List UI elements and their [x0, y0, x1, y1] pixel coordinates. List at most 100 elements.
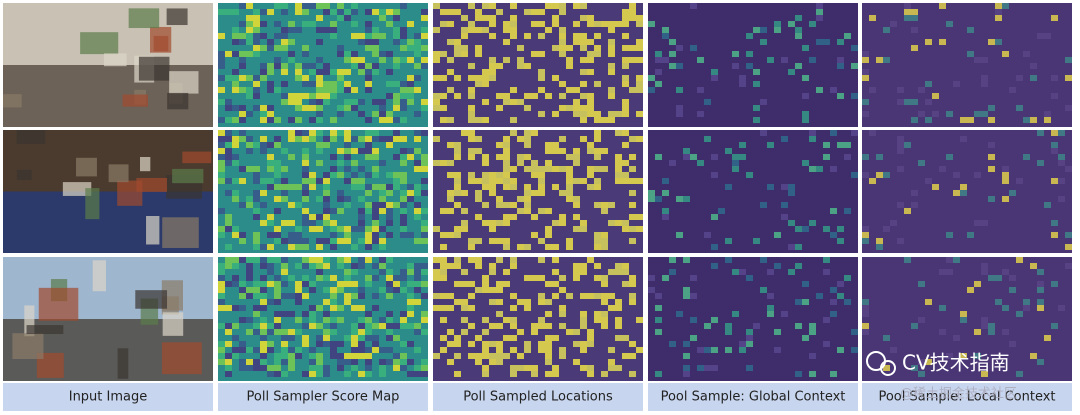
- map-patch: [601, 208, 608, 214]
- map-patch: [225, 353, 232, 359]
- map-patch: [337, 359, 344, 365]
- map-patch: [400, 323, 407, 329]
- map-patch: [274, 329, 281, 335]
- map-patch: [400, 202, 407, 208]
- map-patch: [629, 202, 636, 208]
- map-patch: [433, 105, 440, 111]
- map-patch: [372, 263, 379, 269]
- map-patch: [1009, 87, 1016, 93]
- map-patch: [281, 329, 288, 335]
- map-patch: [295, 317, 302, 323]
- map-patch: [323, 329, 330, 335]
- map-patch: [246, 15, 253, 21]
- map-patch: [323, 335, 330, 341]
- map-patch: [309, 226, 316, 232]
- map-patch: [358, 33, 365, 39]
- map-patch: [440, 293, 447, 299]
- map-patch: [386, 257, 393, 263]
- map-patch: [615, 154, 622, 160]
- map-patch: [379, 136, 386, 142]
- map-patch: [517, 244, 524, 250]
- map-patch: [316, 371, 323, 377]
- map-patch: [447, 329, 454, 335]
- map-patch: [683, 365, 690, 371]
- map-patch: [393, 9, 400, 15]
- map-patch: [358, 184, 365, 190]
- map-patch: [475, 178, 482, 184]
- map-patch: [580, 341, 587, 347]
- map-patch: [608, 111, 615, 117]
- map-patch: [414, 214, 421, 220]
- map-patch: [337, 130, 344, 136]
- map-patch: [365, 63, 372, 69]
- map-patch: [316, 130, 323, 136]
- map-patch: [946, 257, 953, 263]
- map-patch: [288, 347, 295, 353]
- map-patch: [372, 202, 379, 208]
- map-patch: [622, 33, 629, 39]
- map-patch: [580, 263, 587, 269]
- map-patch: [559, 51, 566, 57]
- map-patch: [510, 87, 517, 93]
- map-patch: [524, 136, 531, 142]
- map-patch: [351, 160, 358, 166]
- map-patch: [232, 323, 239, 329]
- map-patch: [960, 353, 967, 359]
- map-patch: [587, 142, 594, 148]
- map-patch: [400, 136, 407, 142]
- map-patch: [330, 27, 337, 33]
- map-patch: [414, 75, 421, 81]
- map-patch: [559, 287, 566, 293]
- map-patch: [414, 184, 421, 190]
- map-patch: [447, 69, 454, 75]
- map-patch: [225, 130, 232, 136]
- map-patch: [601, 323, 608, 329]
- map-patch: [482, 69, 489, 75]
- map-patch: [267, 39, 274, 45]
- map-patch: [981, 323, 988, 329]
- map-patch: [288, 220, 295, 226]
- photo-detail: [146, 216, 160, 245]
- map-patch: [608, 51, 615, 57]
- map-patch: [239, 130, 246, 136]
- map-patch: [260, 305, 267, 311]
- map-patch: [904, 3, 911, 9]
- map-patch: [433, 99, 440, 105]
- map-patch: [400, 232, 407, 238]
- map-patch: [897, 238, 904, 244]
- map-patch: [1058, 178, 1065, 184]
- map-patch: [601, 371, 608, 377]
- map-patch: [316, 3, 323, 9]
- map-patch: [837, 39, 844, 45]
- map-patch: [440, 9, 447, 15]
- map-patch: [260, 323, 267, 329]
- map-patch: [260, 244, 267, 250]
- map-patch: [995, 9, 1002, 15]
- map-patch: [302, 281, 309, 287]
- map-patch: [302, 81, 309, 87]
- map-patch: [559, 39, 566, 45]
- map-patch: [407, 323, 414, 329]
- map-patch: [358, 63, 365, 69]
- map-patch: [573, 214, 580, 220]
- map-patch: [475, 9, 482, 15]
- map-patch: [344, 275, 351, 281]
- map-patch: [503, 27, 510, 33]
- map-patch: [662, 208, 669, 214]
- map-patch: [648, 87, 655, 93]
- map-patch: [732, 166, 739, 172]
- map-patch: [421, 311, 428, 317]
- map-patch: [503, 166, 510, 172]
- map-patch: [510, 33, 517, 39]
- map-patch: [239, 87, 246, 93]
- map-patch: [967, 117, 974, 123]
- map-patch: [503, 238, 510, 244]
- map-patch: [496, 220, 503, 226]
- map-patch: [379, 196, 386, 202]
- map-patch: [316, 196, 323, 202]
- map-patch: [545, 142, 552, 148]
- map-patch: [662, 178, 669, 184]
- caption-bg: [3, 383, 213, 411]
- map-patch: [636, 21, 643, 27]
- map-patch: [587, 111, 594, 117]
